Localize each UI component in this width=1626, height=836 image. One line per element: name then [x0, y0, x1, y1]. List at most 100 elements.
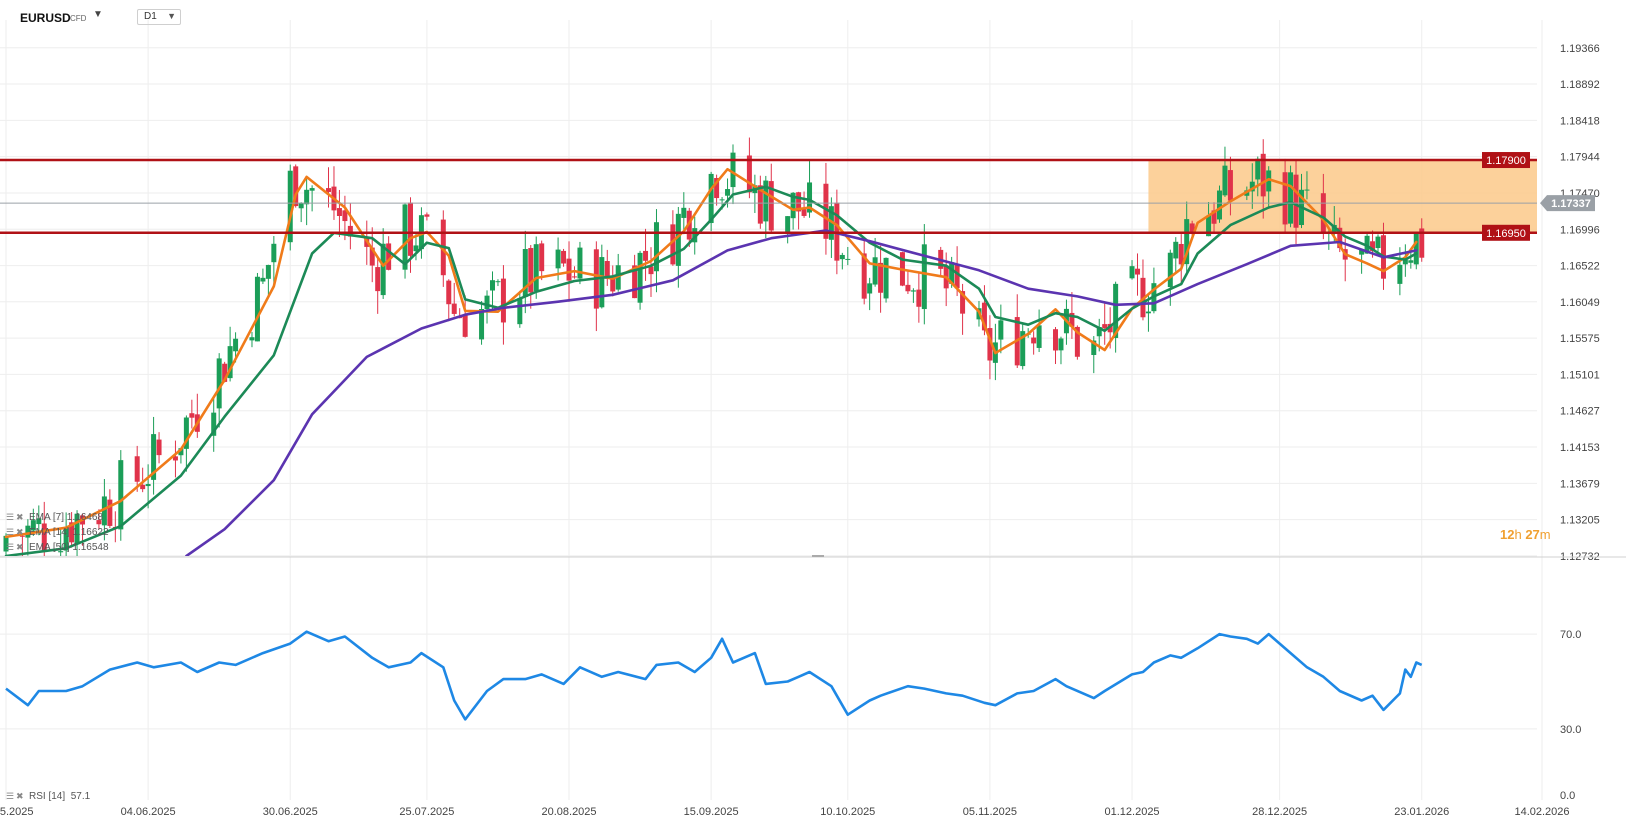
candle-body[interactable]: [1375, 236, 1381, 249]
chevron-down-icon[interactable]: ▼: [167, 11, 176, 21]
candle-body[interactable]: [211, 412, 217, 436]
candle-body[interactable]: [222, 363, 228, 382]
candle-body[interactable]: [189, 413, 195, 418]
candle-body[interactable]: [1211, 210, 1217, 224]
candle-body[interactable]: [610, 278, 616, 292]
candle-body[interactable]: [1020, 331, 1026, 367]
close-icon[interactable]: ✖: [16, 527, 24, 537]
candle-body[interactable]: [1074, 326, 1080, 357]
candle-body[interactable]: [1189, 223, 1195, 234]
candle-body[interactable]: [1255, 158, 1261, 180]
candle-body[interactable]: [1058, 338, 1064, 351]
candle-body[interactable]: [145, 484, 151, 487]
candle-body[interactable]: [489, 280, 495, 291]
candle-body[interactable]: [254, 276, 260, 342]
candle-body[interactable]: [725, 189, 731, 196]
candle-body[interactable]: [1096, 327, 1102, 337]
candle-body[interactable]: [637, 252, 643, 303]
price-line-tag[interactable]: [1482, 224, 1530, 241]
candle-body[interactable]: [1173, 241, 1179, 259]
candle-body[interactable]: [495, 281, 501, 283]
candle-body[interactable]: [30, 520, 36, 531]
candle-body[interactable]: [670, 224, 676, 265]
candle-body[interactable]: [41, 523, 47, 552]
candle-body[interactable]: [746, 155, 752, 193]
candle-body[interactable]: [1419, 228, 1425, 258]
candle-body[interactable]: [921, 244, 927, 310]
candle-body[interactable]: [1402, 259, 1408, 265]
candle-body[interactable]: [402, 204, 408, 270]
candle-body[interactable]: [872, 257, 878, 285]
candle-body[interactable]: [1288, 172, 1294, 224]
candle-body[interactable]: [479, 309, 485, 340]
panel-resize-handle[interactable]: [812, 555, 824, 557]
candle-body[interactable]: [539, 243, 545, 272]
candle-body[interactable]: [118, 460, 124, 530]
candle-body[interactable]: [960, 291, 966, 314]
candle-body[interactable]: [763, 180, 769, 222]
candle-body[interactable]: [533, 244, 539, 292]
candle-body[interactable]: [249, 337, 255, 341]
candle-body[interactable]: [1091, 340, 1097, 355]
candle-body[interactable]: [1260, 153, 1266, 197]
candle-body[interactable]: [69, 522, 75, 543]
candle-body[interactable]: [1107, 323, 1113, 333]
rsi-line[interactable]: [5, 630, 1423, 721]
candle-body[interactable]: [916, 289, 922, 307]
candle-body[interactable]: [375, 267, 381, 292]
candle-body[interactable]: [954, 264, 960, 289]
candle-body[interactable]: [1129, 266, 1135, 279]
candle-body[interactable]: [134, 456, 140, 482]
candle-body[interactable]: [692, 228, 698, 243]
candle-body[interactable]: [517, 298, 523, 325]
candle-body[interactable]: [19, 535, 25, 537]
candle-body[interactable]: [386, 243, 392, 270]
candle-body[interactable]: [1135, 268, 1141, 275]
candle-body[interactable]: [878, 262, 884, 293]
symbol-dropdown-icon[interactable]: ▼: [93, 9, 103, 20]
candle-body[interactable]: [342, 210, 348, 222]
candle-body[interactable]: [260, 277, 266, 282]
candle-body[interactable]: [380, 243, 386, 296]
candle-body[interactable]: [796, 192, 802, 212]
candle-body[interactable]: [298, 202, 304, 209]
candle-body[interactable]: [287, 170, 293, 243]
candle-body[interactable]: [1102, 324, 1108, 329]
candle-body[interactable]: [271, 243, 277, 263]
ema-7-line[interactable]: [4, 167, 1418, 539]
candle-body[interactable]: [648, 266, 654, 275]
ema-50-line[interactable]: [185, 229, 1418, 557]
candle-body[interactable]: [326, 188, 332, 192]
candle-body[interactable]: [1413, 233, 1419, 265]
candle-body[interactable]: [1293, 174, 1299, 228]
candle-body[interactable]: [910, 290, 916, 292]
candle-body[interactable]: [708, 173, 714, 224]
candle-body[interactable]: [1036, 325, 1042, 348]
candle-body[interactable]: [785, 216, 791, 234]
candle-body[interactable]: [369, 247, 375, 266]
candle-body[interactable]: [653, 222, 659, 272]
settings-icon[interactable]: ☰: [6, 512, 15, 522]
symbol-label[interactable]: EURUSD: [20, 11, 71, 25]
candle-body[interactable]: [413, 245, 419, 252]
candle-body[interactable]: [790, 192, 796, 219]
candle-body[interactable]: [1331, 224, 1337, 233]
candle-body[interactable]: [561, 250, 567, 264]
candle-body[interactable]: [823, 183, 829, 239]
candle-body[interactable]: [1359, 249, 1365, 255]
candle-body[interactable]: [183, 417, 189, 449]
candle-body[interactable]: [1227, 170, 1233, 201]
candle-body[interactable]: [845, 258, 851, 260]
current-price-tag[interactable]: [1540, 195, 1595, 212]
candle-body[interactable]: [1069, 312, 1075, 327]
candle-body[interactable]: [462, 314, 468, 337]
candle-body[interactable]: [58, 551, 64, 553]
candle-body[interactable]: [96, 520, 102, 525]
candle-body[interactable]: [1266, 170, 1272, 192]
candle-body[interactable]: [140, 484, 146, 490]
candle-body[interactable]: [861, 253, 867, 299]
candle-body[interactable]: [1370, 241, 1376, 251]
candle-body[interactable]: [347, 225, 353, 237]
